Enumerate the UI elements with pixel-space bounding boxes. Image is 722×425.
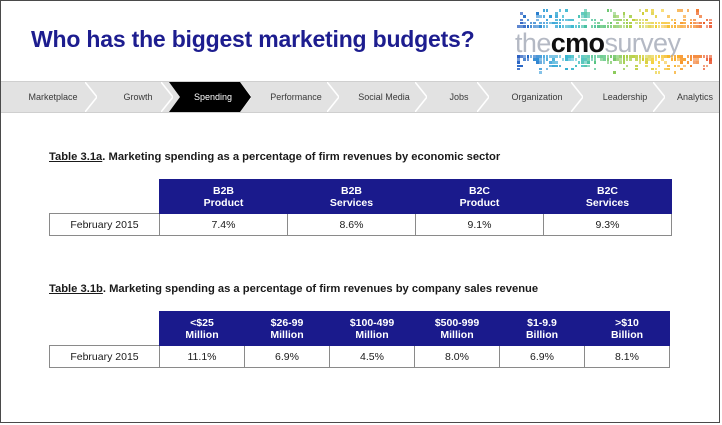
cell-value-4: 9.3%	[543, 213, 672, 236]
nav-item-analytics[interactable]: Analytics	[661, 82, 720, 112]
column-header-1: B2B Product	[159, 179, 288, 214]
column-header-line1: B2C	[468, 184, 490, 197]
table-header-row: <$25 Million $26-99 Million $100-499 Million $…	[49, 311, 670, 346]
column-header-line2: Product	[459, 196, 500, 209]
logo-the: the	[515, 28, 551, 58]
nav-item-social-media[interactable]: Social Media	[335, 82, 427, 112]
nav-item-label: Organization	[511, 92, 563, 102]
column-header-6: >$10 Billion	[584, 311, 670, 346]
column-header-line1: B2B	[212, 184, 234, 197]
nav-item-growth[interactable]: Growth	[97, 82, 173, 112]
nav-item-label: Growth	[123, 92, 153, 102]
table-host-3-1b: <$25 Million $26-99 Million $100-499 Million $…	[49, 311, 670, 368]
nav-chevron-separator	[570, 81, 585, 113]
nav-chevron-separator	[414, 81, 429, 113]
column-header-line2: Billion	[525, 328, 559, 341]
nav-chevron-separator	[326, 81, 341, 113]
logo-mosaic-top-icon	[517, 9, 715, 29]
data-table-table-3-1b: <$25 Million $26-99 Million $100-499 Million $…	[49, 311, 670, 368]
page-title: Who has the biggest marketing budgets?	[31, 26, 475, 52]
column-header-line2: Billion	[610, 328, 644, 341]
nav-chevron-separator	[476, 81, 491, 113]
nav-item-label: Social Media	[358, 92, 410, 102]
column-header-line2: Million	[270, 328, 304, 341]
table-caption-number: Table 3.1b	[49, 283, 103, 295]
column-header-line1: <$25	[190, 316, 214, 329]
table-caption-text: . Marketing spending as a percentage of …	[102, 283, 539, 295]
column-header-2: $26-99 Million	[244, 311, 330, 346]
cell-value-5: 6.9%	[499, 345, 585, 368]
nav-item-organization[interactable]: Organization	[485, 82, 583, 112]
nav-chevron-separator	[84, 81, 99, 113]
nav-item-label: Performance	[270, 92, 322, 102]
logo-survey: survey	[604, 28, 681, 58]
table-host-3-1a: B2B Product B2B Services B2C Product B2C Servic…	[49, 179, 672, 236]
nav-item-marketplace[interactable]: Marketplace	[9, 82, 97, 112]
table-header-row: B2B Product B2B Services B2C Product B2C Servic…	[49, 179, 672, 214]
cell-value-2: 8.6%	[287, 213, 416, 236]
cell-value-6: 8.1%	[584, 345, 670, 368]
data-table-table-3-1a: B2B Product B2B Services B2C Product B2C Servic…	[49, 179, 672, 236]
column-header-1: <$25 Million	[159, 311, 245, 346]
column-header-line2: Million	[440, 328, 474, 341]
table-caption-3-1b: Table 3.1b. Marketing spending as a perc…	[49, 283, 670, 295]
column-header-line1: $500-999	[434, 316, 480, 329]
column-header-line2: Million	[355, 328, 389, 341]
cell-value-3: 9.1%	[415, 213, 544, 236]
column-header-line1: $1-9.9	[527, 316, 557, 329]
nav-item-label: Spending	[193, 92, 233, 102]
table-caption-text: . Marketing spending as a percentage of …	[102, 151, 501, 163]
cell-value-4: 8.0%	[414, 345, 500, 368]
column-header-line2: Services	[329, 196, 374, 209]
column-header-3: $100-499 Million	[329, 311, 415, 346]
column-header-line1: $26-99	[270, 316, 304, 329]
row-label: February 2015	[49, 345, 160, 368]
table-caption-number: Table 3.1a	[49, 151, 103, 163]
nav-item-label: Leadership	[602, 92, 648, 102]
cell-value-2: 6.9%	[244, 345, 330, 368]
section-nav-chevrons: Marketplace Growth Spending Performance Soci…	[1, 81, 720, 113]
column-header-5: $1-9.9 Billion	[499, 311, 585, 346]
nav-chevron-separator	[652, 81, 667, 113]
table-block-3-1b: Table 3.1b. Marketing spending as a perc…	[49, 283, 670, 368]
cmo-survey-logo: thecmosurvey	[515, 9, 717, 75]
column-header-line1: >$10	[615, 316, 639, 329]
table-row: February 2015 11.1% 6.9% 4.5% 8.0% 6.9% 8.1%	[49, 345, 670, 368]
nav-item-label: Marketplace	[28, 92, 78, 102]
row-label: February 2015	[49, 213, 160, 236]
logo-mosaic-bottom-icon	[517, 55, 715, 75]
column-header-line2: Million	[185, 328, 219, 341]
table-corner-cell	[49, 179, 160, 214]
logo-wordmark: thecmosurvey	[515, 29, 717, 57]
column-header-line2: Services	[585, 196, 630, 209]
nav-item-label: Jobs	[449, 92, 469, 102]
nav-item-spending[interactable]: Spending	[169, 82, 251, 112]
section-nav-bar: Marketplace Growth Spending Performance Soci…	[1, 81, 720, 113]
nav-item-label: Analytics	[676, 92, 713, 102]
slide-header: Who has the biggest marketing budgets? t…	[1, 1, 719, 79]
column-header-line1: $100-499	[349, 316, 395, 329]
nav-chevron-separator	[160, 81, 175, 113]
column-header-line2: Product	[203, 196, 244, 209]
column-header-line1: B2C	[596, 184, 618, 197]
table-row: February 2015 7.4% 8.6% 9.1% 9.3%	[49, 213, 672, 236]
column-header-line1: B2B	[340, 184, 362, 197]
cell-value-1: 11.1%	[159, 345, 245, 368]
column-header-3: B2C Product	[415, 179, 544, 214]
logo-cmo: cmo	[550, 28, 605, 58]
column-header-4: $500-999 Million	[414, 311, 500, 346]
cell-value-1: 7.4%	[159, 213, 288, 236]
column-header-2: B2B Services	[287, 179, 416, 214]
nav-item-performance[interactable]: Performance	[247, 82, 339, 112]
nav-item-leadership[interactable]: Leadership	[579, 82, 665, 112]
table-corner-cell	[49, 311, 160, 346]
cell-value-3: 4.5%	[329, 345, 415, 368]
table-caption-3-1a: Table 3.1a. Marketing spending as a perc…	[49, 151, 672, 163]
column-header-4: B2C Services	[543, 179, 672, 214]
table-block-3-1a: Table 3.1a. Marketing spending as a perc…	[49, 151, 672, 236]
